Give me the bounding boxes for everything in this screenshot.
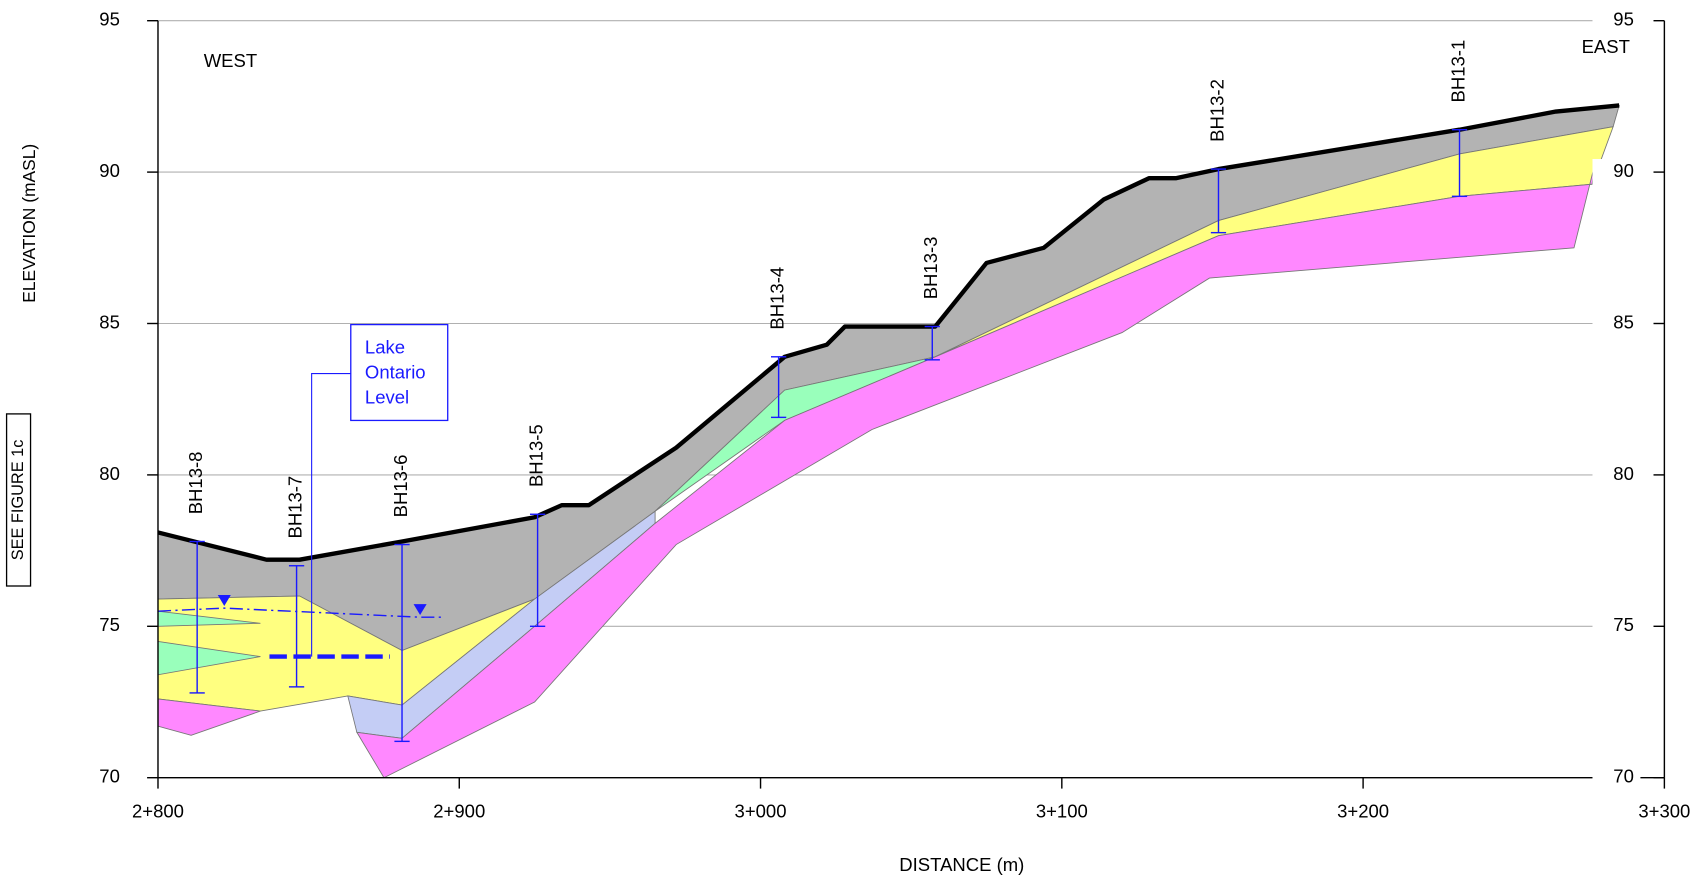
y2-tick-label: 80 bbox=[1613, 463, 1634, 484]
y2-tick-label: 85 bbox=[1613, 311, 1634, 332]
see-figure-note: SEE FIGURE 1c bbox=[9, 440, 27, 561]
y2-label-bg bbox=[1592, 461, 1641, 488]
callout-text: Lake bbox=[365, 336, 405, 357]
callout-text: Level bbox=[365, 387, 409, 408]
y2-tick-label: 75 bbox=[1613, 614, 1634, 635]
x-tick-label: 3+200 bbox=[1337, 800, 1389, 821]
callout-box bbox=[350, 323, 449, 422]
see-figure-box bbox=[5, 413, 32, 587]
x-tick-label: 2+800 bbox=[132, 800, 184, 821]
y-tick-label: 90 bbox=[99, 160, 120, 181]
y-axis-label: ELEVATION (mASL) bbox=[19, 144, 39, 303]
y-tick-label: 95 bbox=[99, 9, 120, 30]
borehole-label: BH13-6 bbox=[390, 455, 411, 518]
y2-label-bg bbox=[1592, 613, 1641, 640]
y2-tick-label: 95 bbox=[1613, 9, 1634, 30]
borehole-label: BH13-1 bbox=[1447, 40, 1468, 103]
y-tick-label: 85 bbox=[99, 311, 120, 332]
y2-label-bg bbox=[1592, 764, 1641, 791]
x-tick-label: 2+900 bbox=[433, 800, 485, 821]
y-tick-label: 70 bbox=[99, 766, 120, 787]
borehole-label: BH13-8 bbox=[185, 452, 206, 515]
east-label: EAST bbox=[1582, 36, 1630, 57]
y2-tick-label: 90 bbox=[1613, 160, 1634, 181]
borehole-label: BH13-7 bbox=[284, 476, 305, 539]
borehole-label: BH13-5 bbox=[525, 424, 546, 487]
borehole-label: BH13-2 bbox=[1206, 79, 1227, 142]
ground-surface bbox=[157, 103, 1620, 562]
soil-layer bbox=[355, 162, 1596, 779]
west-label: WEST bbox=[204, 50, 257, 71]
y2-label-bg bbox=[1592, 7, 1641, 34]
borehole-label: BH13-3 bbox=[920, 237, 941, 300]
callout-text: Ontario bbox=[365, 361, 426, 382]
callout-leader bbox=[311, 373, 351, 657]
x-tick-label: 3+300 bbox=[1638, 800, 1690, 821]
x-tick-label: 3+100 bbox=[1036, 800, 1088, 821]
y2-tick-label: 70 bbox=[1613, 766, 1634, 787]
layers bbox=[157, 104, 1620, 779]
y2-label-bg bbox=[1592, 310, 1641, 337]
water-level-marker bbox=[217, 595, 231, 606]
x-axis-label: DISTANCE (m) bbox=[899, 854, 1024, 875]
water-level-marker bbox=[413, 604, 427, 616]
y2-label-bg bbox=[1592, 159, 1641, 186]
x-tick-label: 3+000 bbox=[735, 800, 787, 821]
y-tick-label: 75 bbox=[99, 614, 120, 635]
y-tick-label: 80 bbox=[99, 463, 120, 484]
water-level-line bbox=[157, 607, 442, 618]
borehole-label: BH13-4 bbox=[767, 267, 788, 330]
